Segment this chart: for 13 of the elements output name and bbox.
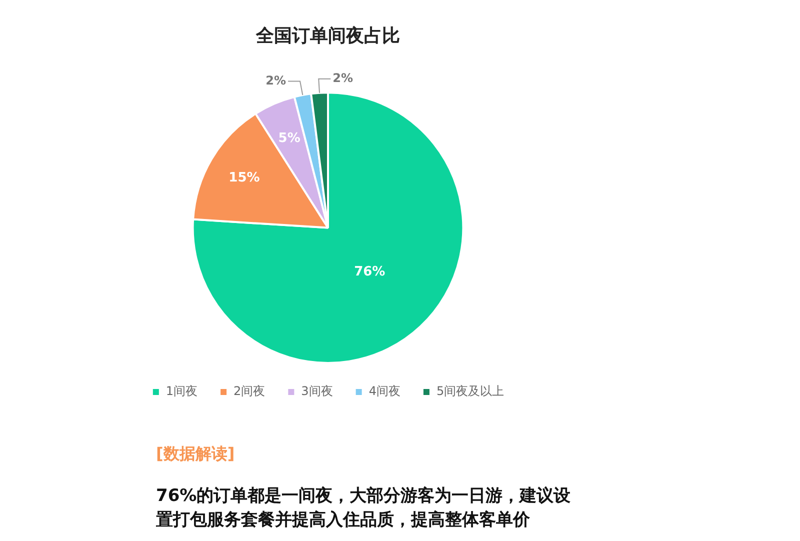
- legend-label: 2间夜: [234, 384, 266, 398]
- legend-label: 4间夜: [368, 384, 400, 398]
- data-label: 2%: [332, 71, 354, 86]
- data-label: 5%: [278, 130, 300, 146]
- legend-label: 1间夜: [166, 384, 198, 398]
- chart-title: 全国订单间夜占比: [255, 25, 400, 46]
- data-label: 76%: [354, 264, 386, 280]
- text: [数据解读]: [156, 443, 236, 465]
- text: 76%的订单都是一间夜，大部分游客为一日游，建议设置打包服务套餐并提高入住品质，提高整体客单价: [156, 485, 572, 532]
- data-label: 15%: [228, 170, 260, 186]
- legend-label: 5间夜及以上: [436, 384, 504, 398]
- data-label: 2%: [266, 73, 286, 88]
- legend-label: 3间夜: [301, 384, 333, 398]
